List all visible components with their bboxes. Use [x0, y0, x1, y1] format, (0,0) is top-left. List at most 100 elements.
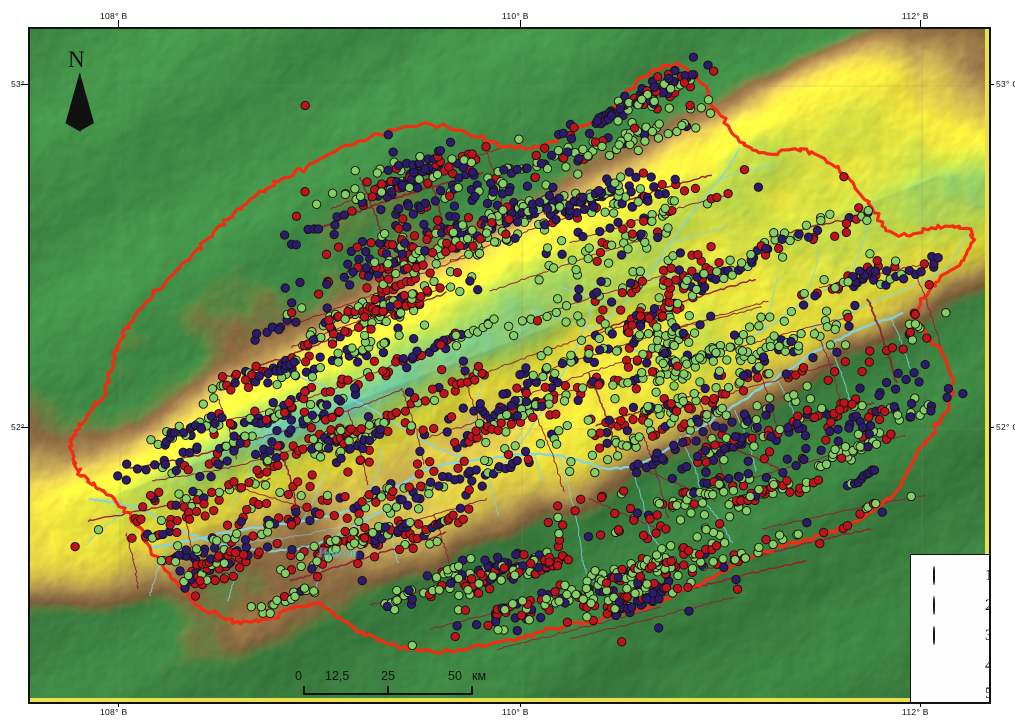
data-point: [701, 524, 711, 535]
data-point: [455, 240, 465, 251]
data-point: [175, 566, 185, 576]
data-point: [843, 312, 853, 323]
data-point: [708, 490, 718, 500]
data-point: [842, 521, 853, 531]
data-point: [809, 412, 820, 423]
data-point: [326, 425, 336, 435]
map-legend[interactable]: 1 2 3 4: [910, 554, 989, 702]
data-point: [666, 541, 676, 551]
data-point: [343, 467, 353, 477]
data-point: [844, 321, 854, 331]
data-point: [678, 437, 688, 448]
data-point: [708, 66, 719, 76]
data-point: [696, 103, 706, 113]
data-point: [422, 571, 433, 581]
data-point: [769, 331, 779, 341]
data-point: [556, 236, 567, 246]
data-point: [510, 570, 520, 580]
data-point: [113, 471, 123, 481]
data-point: [666, 84, 676, 94]
data-point: [522, 163, 532, 173]
data-point: [613, 572, 623, 583]
data-point: [736, 258, 747, 268]
data-point: [381, 316, 391, 327]
data-point: [339, 210, 349, 220]
data-point: [745, 491, 755, 502]
data-point: [403, 201, 414, 211]
data-point: [265, 608, 275, 618]
data-point: [686, 508, 696, 518]
map-frame[interactable]: N Иркут 0 12,5 25 50 км: [28, 27, 991, 704]
data-point: [369, 552, 380, 562]
data-point: [356, 424, 366, 434]
data-point: [717, 403, 727, 413]
data-point: [654, 293, 664, 303]
legend-item-class-2[interactable]: 2: [911, 593, 989, 619]
data-point: [519, 550, 529, 560]
data-point: [400, 406, 411, 416]
data-point: [679, 186, 690, 196]
data-point: [183, 570, 194, 581]
data-point: [315, 352, 325, 362]
data-point: [229, 446, 239, 456]
data-point: [756, 312, 766, 322]
data-point: [376, 204, 386, 215]
legend-label-2: 2: [985, 597, 989, 615]
data-point: [450, 212, 461, 222]
data-point: [687, 70, 697, 80]
data-point: [649, 182, 659, 192]
data-point: [697, 498, 708, 508]
data-point: [603, 258, 614, 268]
data-point: [746, 335, 756, 345]
data-point: [523, 454, 533, 465]
data-point: [493, 625, 503, 635]
data-point: [796, 329, 806, 339]
data-point: [774, 341, 784, 352]
data-point: [719, 273, 729, 284]
data-point: [492, 552, 503, 562]
data-point: [458, 514, 468, 524]
data-point: [920, 359, 930, 370]
data-point: [328, 329, 339, 339]
data-point: [562, 589, 572, 600]
data-point: [275, 487, 285, 498]
data-point: [740, 553, 751, 563]
data-point: [898, 274, 909, 284]
legend-item-class-3[interactable]: 3: [911, 623, 989, 649]
data-point: [616, 250, 627, 260]
data-point: [512, 411, 522, 421]
data-point: [486, 178, 496, 188]
data-point: [623, 244, 633, 254]
data-point: [504, 214, 514, 224]
data-point: [684, 337, 694, 347]
data-point: [231, 369, 241, 379]
data-point: [882, 266, 892, 276]
data-point: [684, 606, 694, 616]
data-point: [467, 167, 478, 177]
data-point: [739, 409, 750, 419]
data-point: [349, 538, 360, 548]
data-point: [468, 241, 478, 251]
data-point: [382, 503, 392, 513]
legend-item-class-1[interactable]: 1: [911, 563, 989, 589]
data-point: [844, 423, 854, 433]
data-point: [362, 177, 372, 187]
data-point: [685, 100, 695, 111]
data-point: [393, 160, 404, 171]
legend-item-faults[interactable]: 5: [911, 681, 989, 702]
legend-item-rivers[interactable]: 4: [911, 653, 989, 679]
data-point: [877, 507, 887, 517]
data-point: [354, 509, 364, 519]
data-point: [905, 327, 915, 337]
data-point: [822, 322, 832, 332]
data-point: [722, 355, 732, 365]
data-point: [700, 383, 710, 394]
data-point: [509, 330, 519, 341]
data-point: [229, 431, 239, 441]
data-point: [236, 516, 246, 527]
data-point: [535, 197, 545, 207]
data-point: [322, 490, 333, 501]
data-point: [881, 377, 892, 388]
data-point: [355, 455, 366, 465]
data-point: [613, 525, 624, 535]
